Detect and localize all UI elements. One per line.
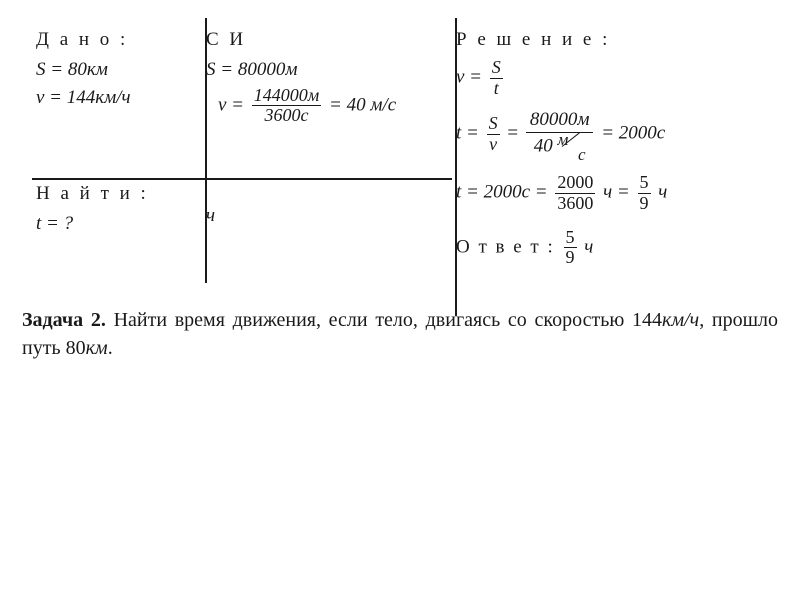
sol2-f1-den: v — [487, 135, 500, 155]
task-unit-1: км/ч — [662, 309, 699, 331]
sol1-fraction: S t — [490, 58, 503, 99]
unit-top: м — [558, 129, 569, 150]
si-cell-row2: ч — [192, 172, 442, 282]
sol3-f1-num: 2000 — [555, 173, 595, 194]
solution-header: Р е ш е н и е : — [456, 28, 768, 52]
page: Д а н о : S = 80км v = 144км/ч С И S = 8… — [0, 0, 800, 600]
sol3-f2-num: 5 — [638, 173, 651, 194]
answer-header: О т в е т : — [456, 236, 555, 257]
unit-bot: с — [578, 144, 586, 165]
sol1-den: t — [490, 79, 503, 99]
sol2-lhs: t = — [456, 123, 479, 144]
sol3-f1: 2000 3600 — [555, 173, 595, 214]
si-row2: ч — [206, 205, 215, 226]
answer-num: 5 — [564, 228, 577, 249]
sol-line-2: t = S v = 80000м 40 м с — [456, 108, 768, 161]
si-v-num: 144000м — [252, 86, 322, 107]
task-text-a: Найти время движения, если тело, двигаяс… — [106, 309, 662, 331]
answer-fraction: 5 9 — [564, 228, 577, 269]
find-cell: Н а й т и : t = ? — [22, 172, 192, 282]
sol-line-3: t = 2000с = 2000 3600 ч = 5 9 ч — [456, 173, 768, 214]
sol2-f2-den: 40 м с — [526, 133, 594, 161]
given-S: S = 80км — [36, 58, 182, 82]
sol2-f2: 80000м 40 м с — [526, 108, 594, 161]
unit-m-per-s-icon: м с — [558, 133, 586, 161]
spacer — [206, 182, 432, 204]
si-v-rhs: = 40 м/с — [329, 94, 396, 115]
sol-line-1: v = S t — [456, 58, 768, 99]
sol2-f1: S v — [487, 114, 500, 155]
find-header: Н а й т и : — [36, 182, 182, 206]
si-S: S = 80000м — [206, 58, 432, 82]
sol3-f2-den: 9 — [638, 194, 651, 214]
solution-cell: Р е ш е н и е : v = S t t = S v = 80000м — [442, 18, 778, 282]
sol3-mid: ч = — [603, 182, 630, 203]
row-divider — [32, 178, 452, 180]
si-cell: С И S = 80000м v = 144000м 3600с = 40 м/… — [192, 18, 442, 172]
worksheet-grid: Д а н о : S = 80км v = 144км/ч С И S = 8… — [22, 18, 778, 282]
sol1-lhs: v = — [456, 66, 482, 87]
sol3-f1-den: 3600 — [555, 194, 595, 214]
answer-row: О т в е т : 5 9 ч — [456, 228, 768, 269]
sol2-eq1: = — [507, 123, 518, 144]
given-cell: Д а н о : S = 80км v = 144км/ч — [22, 18, 192, 172]
answer-unit: ч — [584, 236, 593, 257]
given-v: v = 144км/ч — [36, 86, 182, 110]
sol3-lhs: t = 2000с = — [456, 182, 548, 203]
task-text-c: . — [108, 337, 113, 359]
sol3-f2: 5 9 — [638, 173, 651, 214]
column-divider-2 — [455, 18, 457, 316]
si-v-fraction: 144000м 3600с — [252, 86, 322, 127]
sol3-tail: ч — [658, 182, 667, 203]
answer-den: 9 — [564, 248, 577, 268]
sol1-num: S — [490, 58, 503, 79]
si-v-lhs: v = — [218, 94, 244, 115]
si-v: v = 144000м 3600с = 40 м/с — [218, 86, 432, 127]
sol2-f2-den-val: 40 — [534, 135, 553, 156]
sol2-rhs: = 2000с — [601, 123, 665, 144]
task-label: Задача 2. — [22, 309, 106, 331]
given-header: Д а н о : — [36, 28, 182, 52]
si-v-den: 3600с — [252, 106, 322, 126]
column-divider-1 — [205, 18, 207, 283]
si-header: С И — [206, 28, 432, 52]
task-text: Задача 2. Найти время движения, если тел… — [22, 306, 778, 362]
task-unit-2: км — [86, 337, 108, 359]
sol2-f1-num: S — [487, 114, 500, 135]
find-t: t = ? — [36, 212, 182, 236]
